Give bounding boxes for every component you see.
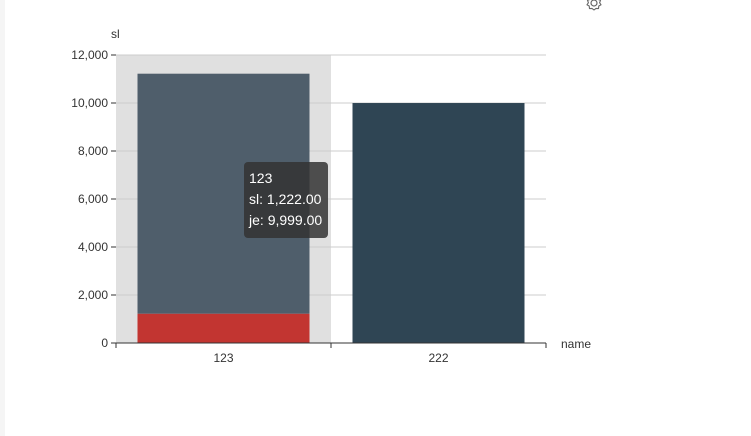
tooltip-series-value: 9,999.00 bbox=[267, 212, 323, 228]
bar-sl-123 bbox=[137, 313, 310, 343]
tooltip-title: 123 bbox=[249, 170, 273, 186]
tooltip-series-label: sl bbox=[249, 191, 260, 207]
y-tick-label: 6,000 bbox=[78, 192, 108, 206]
y-tick-label: 12,000 bbox=[71, 48, 108, 62]
x-tick-label: 222 bbox=[428, 351, 448, 365]
tooltip-row-sl: sl: 1,222.00 bbox=[249, 191, 322, 207]
bar-je-222 bbox=[352, 103, 525, 343]
y-tick-label: 2,000 bbox=[78, 288, 108, 302]
y-axis-title: sl bbox=[111, 27, 120, 41]
gear-icon[interactable] bbox=[585, 0, 603, 12]
y-tick-label: 8,000 bbox=[78, 144, 108, 158]
tooltip-row-je: je: 9,999.00 bbox=[249, 212, 323, 228]
tooltip: 123 sl: 1,222.00 je: 9,999.00 bbox=[244, 162, 329, 238]
y-tick-label: 10,000 bbox=[71, 96, 108, 110]
tooltip-series-label: je bbox=[249, 212, 260, 228]
x-tick-label: 123 bbox=[213, 351, 233, 365]
x-axis-title: name bbox=[561, 337, 591, 351]
y-tick-label: 4,000 bbox=[78, 240, 108, 254]
chart-canvas: 0 2,000 4,000 6,000 8,000 10,000 12,000 123 222 n… bbox=[5, 0, 751, 436]
tooltip-series-value: 1,222.00 bbox=[266, 191, 322, 207]
y-tick-label: 0 bbox=[101, 336, 108, 350]
bar-chart: 0 2,000 4,000 6,000 8,000 10,000 12,000 123 222 n… bbox=[71, 27, 591, 365]
